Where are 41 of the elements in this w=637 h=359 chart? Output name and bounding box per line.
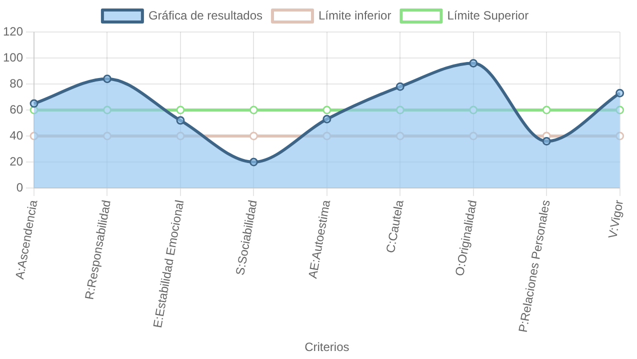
point xyxy=(616,88,624,98)
y-tick-label: 120 xyxy=(2,24,24,38)
point xyxy=(396,82,404,91)
y-tick-label: 0 xyxy=(16,180,24,194)
point xyxy=(176,132,185,140)
y-tick-label: 20 xyxy=(10,154,24,168)
point xyxy=(396,106,404,114)
point xyxy=(249,106,258,114)
legend-label: Gráfica de resultados xyxy=(148,8,263,22)
point xyxy=(176,106,185,114)
point xyxy=(396,132,404,140)
point xyxy=(542,132,551,140)
y-tick-label: 60 xyxy=(10,102,24,116)
legend-label: Límite Superior xyxy=(447,8,529,22)
point xyxy=(102,74,112,84)
point xyxy=(249,132,258,140)
point xyxy=(469,132,478,140)
point xyxy=(322,106,332,114)
point xyxy=(176,116,185,125)
point xyxy=(30,132,38,140)
point xyxy=(30,106,38,114)
point xyxy=(322,114,332,124)
x-axis-title: Criterios xyxy=(304,340,350,354)
point xyxy=(322,132,332,140)
x-tick-label: C:Cautela xyxy=(383,198,406,254)
point xyxy=(542,136,551,146)
y-tick-label: 40 xyxy=(10,128,24,142)
point xyxy=(102,132,112,140)
point xyxy=(616,132,624,140)
point xyxy=(469,106,478,114)
point xyxy=(249,158,258,166)
point xyxy=(30,99,38,108)
point xyxy=(542,106,551,114)
legend-label: Límite inferior xyxy=(318,8,392,22)
y-tick-label: 80 xyxy=(10,76,24,90)
point xyxy=(616,106,624,114)
point xyxy=(469,58,478,68)
point xyxy=(102,106,112,114)
x-tick-label: V:Vigor xyxy=(606,198,626,240)
y-tick-label: 100 xyxy=(2,50,24,64)
x-tick-label: P:Relaciones Personales xyxy=(516,198,553,334)
